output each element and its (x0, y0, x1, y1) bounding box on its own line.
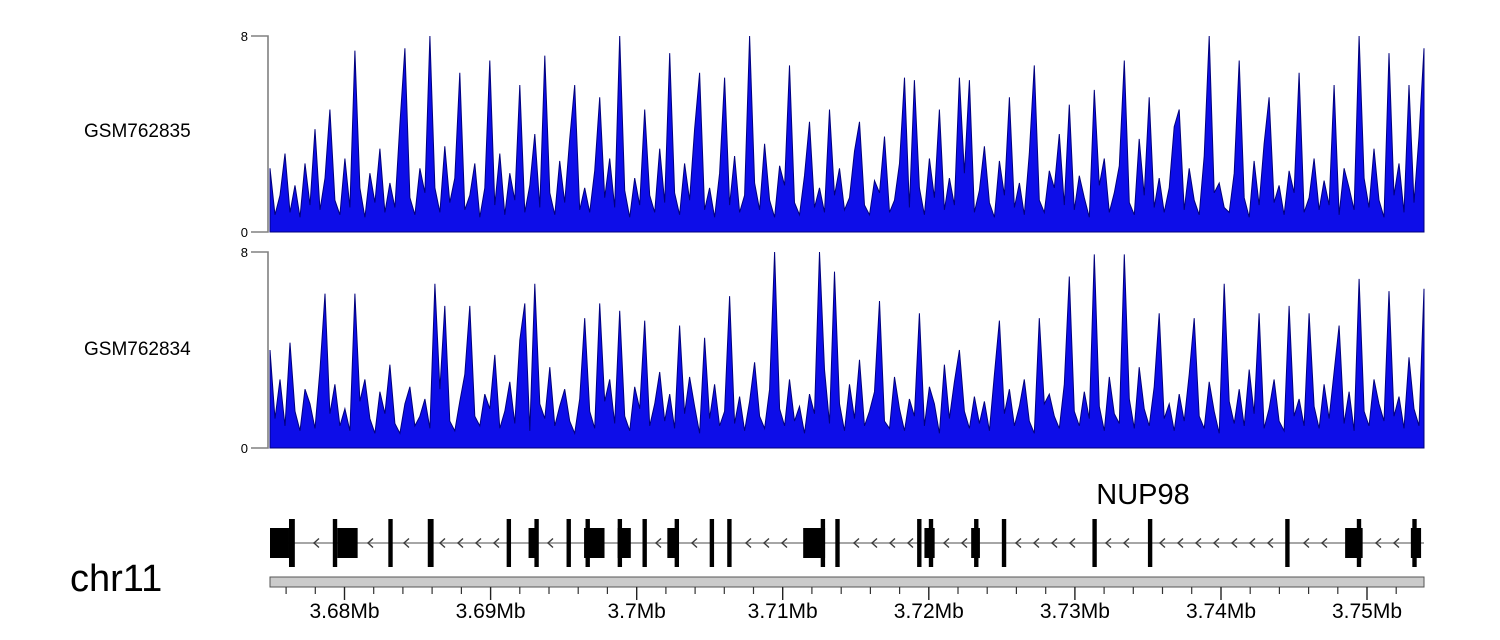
strand-arrow-icon (1032, 537, 1040, 549)
strand-arrow-icon (456, 537, 464, 549)
strand-arrow-icon (906, 537, 914, 549)
strand-arrow-icon (1392, 537, 1400, 549)
strand-arrow-icon (1050, 537, 1058, 549)
strand-arrow-icon (312, 537, 320, 549)
gene-name-label: NUP98 (1096, 479, 1190, 511)
ruler-tick-label: 3.7Mb (608, 600, 666, 623)
exon-bar (1356, 519, 1362, 567)
y-axis-max-label: 8 (241, 245, 248, 260)
signal-track-gsm762835: 8 0 (241, 29, 1425, 240)
track-label-gsm762835: GSM762835 (84, 121, 191, 142)
strand-arrow-icon (1248, 537, 1256, 549)
y-axis-line (251, 35, 269, 233)
exon-bar (332, 519, 338, 567)
strand-arrow-icon (870, 537, 878, 549)
strand-arrow-icon (546, 537, 554, 549)
exon-bar (917, 519, 922, 567)
ruler-tick-label: 3.72Mb (894, 600, 964, 623)
exon-bar (566, 519, 571, 567)
strand-arrow-icon (942, 537, 950, 549)
track-label-gsm762834: GSM762834 (84, 339, 191, 360)
exon-bar (506, 519, 512, 567)
strand-arrow-icon (960, 537, 968, 549)
strand-arrow-icon (438, 537, 446, 549)
strand-arrow-icon (1158, 537, 1166, 549)
strand-arrow-icon (1194, 537, 1202, 549)
ruler-tick-label: 3.69Mb (456, 600, 526, 623)
exon-bar (1092, 519, 1097, 567)
strand-arrow-icon (888, 537, 896, 549)
y-axis-min-label: 0 (241, 225, 248, 240)
strand-arrow-icon (780, 537, 788, 549)
exon-bar (674, 519, 680, 567)
strand-arrow-icon (744, 537, 752, 549)
exon-bar (820, 519, 826, 567)
strand-arrow-icon (474, 537, 482, 549)
exon-box (667, 528, 680, 558)
exon-bar (427, 519, 434, 567)
exon-bar (974, 519, 979, 567)
strand-arrow-icon (1302, 537, 1310, 549)
exon-bar (585, 519, 590, 567)
strand-arrow-icon (366, 537, 374, 549)
exon-box (803, 528, 826, 558)
gene-annotation-track: 3.68Mb 3.69Mb 3.7Mb 3.71Mb 3.72Mb 3.73Mb 3.74M… (269, 519, 1425, 623)
exon-bar (835, 519, 840, 567)
exon-bar (388, 519, 393, 567)
ruler-tick-label: 3.75Mb (1332, 600, 1402, 623)
strand-arrow-icon (852, 537, 860, 549)
exon-bar (727, 519, 732, 567)
strand-arrow-icon (1068, 537, 1076, 549)
exon-box (337, 528, 358, 558)
exon-bar (288, 519, 295, 567)
exon-bar (928, 519, 934, 567)
strand-arrow-icon (1374, 537, 1382, 549)
strand-arrow-icon (654, 537, 662, 549)
signal-area (269, 35, 1425, 233)
exon-bar (709, 519, 715, 567)
exon-box (270, 528, 289, 558)
exon-bar (1285, 519, 1290, 567)
exon-box (528, 528, 538, 558)
y-axis-max-label: 8 (241, 29, 248, 44)
chromosome-label: chr11 (70, 558, 163, 600)
exon-bar (617, 519, 623, 567)
y-axis-line (251, 251, 269, 449)
strand-arrow-icon (1266, 537, 1274, 549)
strand-arrow-icon (492, 537, 500, 549)
strand-arrow-icon (762, 537, 770, 549)
ruler-tick-label: 3.74Mb (1186, 600, 1256, 623)
strand-arrow-icon (402, 537, 410, 549)
exon-bar (1412, 519, 1417, 567)
ruler-tick-label: 3.71Mb (748, 600, 818, 623)
exon-bar (534, 519, 539, 567)
signal-track-gsm762834: 8 0 (241, 245, 1425, 456)
exon-bar (1147, 519, 1153, 567)
strand-arrow-icon (1320, 537, 1328, 549)
strand-arrow-icon (1104, 537, 1112, 549)
strand-arrow-icon (1122, 537, 1130, 549)
ruler-tick-label: 3.68Mb (309, 600, 379, 623)
chromosome-ruler-bar (269, 576, 1425, 588)
strand-arrow-icon (1176, 537, 1184, 549)
strand-arrow-icon (1212, 537, 1220, 549)
y-axis-min-label: 0 (241, 441, 248, 456)
strand-arrow-icon (1230, 537, 1238, 549)
exon-bar (642, 519, 647, 567)
strand-arrow-icon (690, 537, 698, 549)
signal-area (269, 251, 1425, 449)
exon-bar (1001, 519, 1007, 567)
ruler-tick-label: 3.73Mb (1040, 600, 1110, 623)
strand-arrow-icon (1014, 537, 1022, 549)
